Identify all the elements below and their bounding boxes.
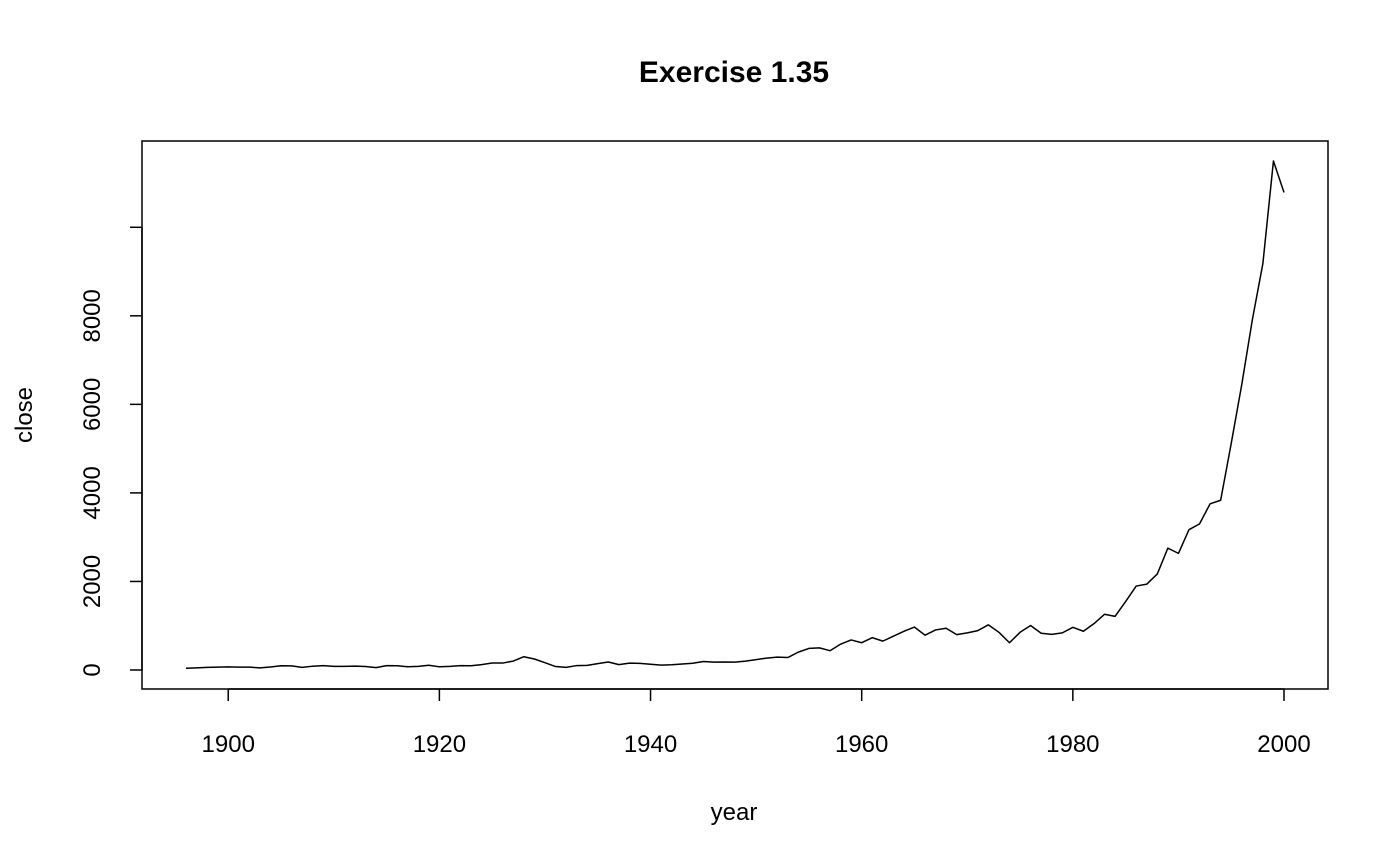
x-tick-label: 1900	[202, 731, 255, 758]
y-tick-label: 4000	[79, 466, 106, 519]
y-tick-label: 0	[79, 663, 106, 676]
x-axis: 1900 1920 1940 1960 1980 2000	[202, 688, 1311, 758]
plot-frame	[141, 140, 1329, 690]
x-tick-label: 1980	[1046, 731, 1099, 758]
x-axis-label: year	[711, 799, 758, 826]
x-tick-label: 1940	[624, 731, 677, 758]
chart-title: Exercise 1.35	[639, 56, 829, 89]
y-tick-label: 2000	[79, 555, 106, 608]
x-tick-label: 2000	[1257, 731, 1310, 758]
series-line-close	[185, 160, 1285, 669]
y-axis: 0 2000 4000 6000 8000	[79, 226, 143, 677]
x-tick-label: 1960	[835, 731, 888, 758]
y-tick-label: 8000	[79, 289, 106, 342]
y-axis-label: close	[11, 387, 38, 443]
x-tick-label: 1920	[413, 731, 466, 758]
y-tick-label: 6000	[79, 378, 106, 431]
